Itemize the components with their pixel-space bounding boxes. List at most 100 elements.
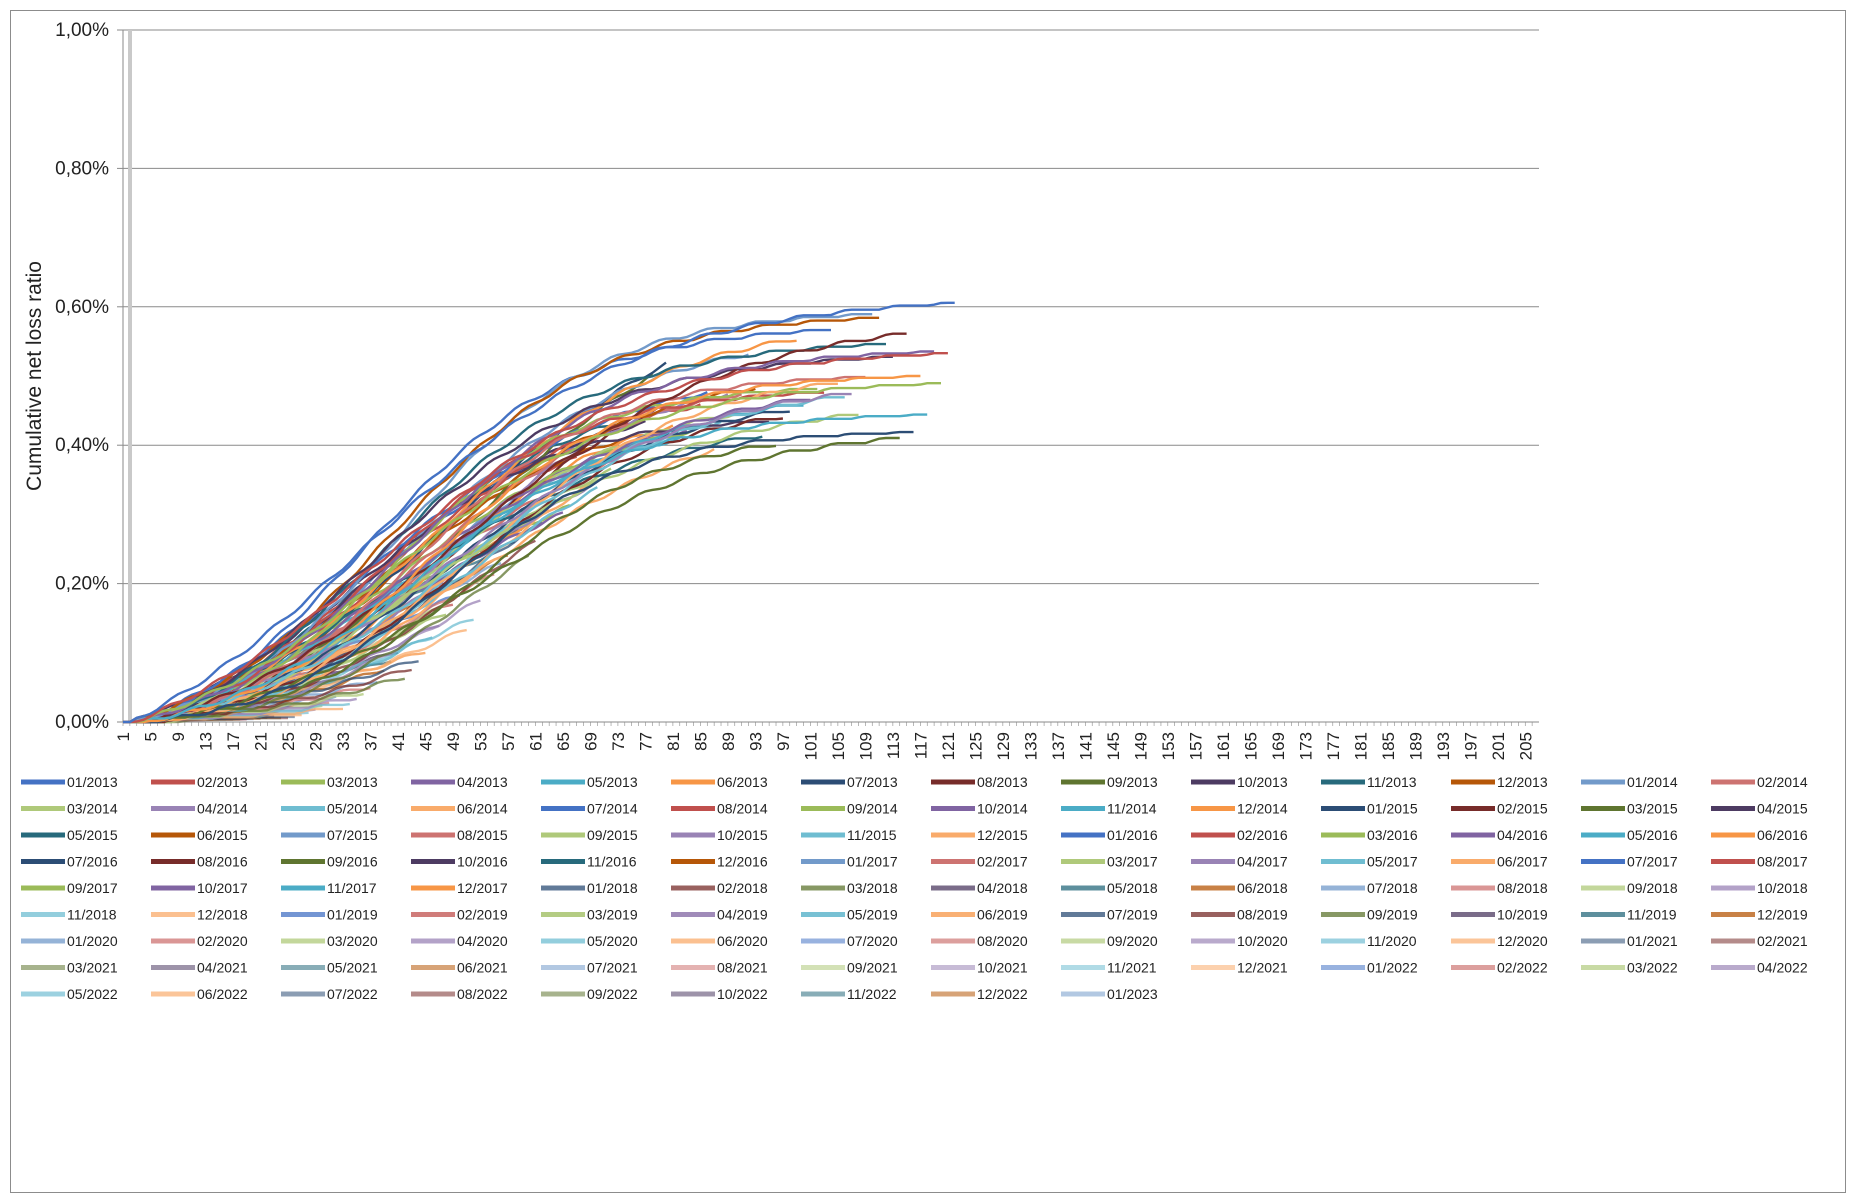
legend-item: 10/2022 <box>671 986 768 1002</box>
legend-label: 04/2017 <box>1237 854 1288 870</box>
x-tick-label: 41 <box>389 732 408 751</box>
series-line-09-2013 <box>123 436 900 724</box>
series-line-07-2014 <box>123 328 831 724</box>
x-tick-label: 193 <box>1434 732 1453 760</box>
legend-item: 11/2021 <box>1061 960 1157 976</box>
legend-label: 12/2018 <box>197 907 248 923</box>
x-tick-label: 21 <box>251 732 270 751</box>
legend-label: 10/2018 <box>1757 880 1808 896</box>
legend-item: 02/2016 <box>1191 827 1288 843</box>
legend-label: 01/2019 <box>327 907 378 923</box>
x-tick-label: 105 <box>829 732 848 760</box>
x-tick-label: 29 <box>306 732 325 751</box>
legend-label: 04/2022 <box>1757 960 1808 976</box>
x-tick-label: 53 <box>471 732 490 751</box>
x-tick-label: 117 <box>911 732 930 759</box>
legend-label: 03/2021 <box>67 960 118 976</box>
legend-label: 04/2018 <box>977 880 1028 896</box>
legend-item: 05/2013 <box>541 774 638 790</box>
series-line-02-2013 <box>123 352 948 724</box>
legend-item: 02/2019 <box>411 907 508 923</box>
legend-item: 10/2015 <box>671 827 768 843</box>
x-tick-label: 161 <box>1214 732 1233 760</box>
legend-label: 08/2017 <box>1757 854 1808 870</box>
legend-item: 07/2021 <box>541 960 638 976</box>
legend-item: 03/2020 <box>281 933 378 949</box>
y-tick-label: 0,80% <box>55 158 109 179</box>
legend-label: 05/2013 <box>587 774 638 790</box>
legend-item: 03/2017 <box>1061 854 1158 870</box>
legend-item: 03/2014 <box>21 801 118 817</box>
legend-item: 08/2019 <box>1191 907 1288 923</box>
y-tick-label: 0,20% <box>55 574 109 595</box>
legend-item: 12/2021 <box>1191 960 1288 976</box>
legend-item: 12/2019 <box>1711 907 1808 923</box>
legend-label: 08/2015 <box>457 827 508 843</box>
legend-item: 05/2021 <box>281 960 378 976</box>
legend-label: 12/2015 <box>977 827 1028 843</box>
series-line-03-2014 <box>123 413 859 724</box>
legend-label: 03/2017 <box>1107 854 1158 870</box>
legend-item: 06/2014 <box>411 801 508 817</box>
legend-item: 07/2020 <box>801 933 898 949</box>
legend-label: 10/2015 <box>717 827 768 843</box>
legend-label: 08/2021 <box>717 960 768 976</box>
legend-item: 03/2022 <box>1581 960 1678 976</box>
legend-item: 11/2020 <box>1321 933 1417 949</box>
legend-item: 08/2022 <box>411 986 508 1002</box>
legend-item: 09/2016 <box>281 854 378 870</box>
legend-item: 02/2022 <box>1451 960 1548 976</box>
legend-label: 05/2019 <box>847 907 898 923</box>
legend-label: 11/2022 <box>847 986 897 1002</box>
legend-item: 12/2022 <box>931 986 1028 1002</box>
legend-item: 04/2013 <box>411 774 508 790</box>
legend-label: 03/2015 <box>1627 801 1678 817</box>
legend-label: 02/2019 <box>457 907 508 923</box>
legend-label: 01/2018 <box>587 880 638 896</box>
series-line-08-2014 <box>123 391 825 724</box>
legend-item: 12/2018 <box>151 907 248 923</box>
legend-item: 09/2015 <box>541 827 638 843</box>
legend-label: 06/2013 <box>717 774 768 790</box>
legend-label: 05/2022 <box>67 986 118 1002</box>
y-axis-band <box>128 30 132 722</box>
legend-label: 12/2014 <box>1237 801 1288 817</box>
legend-item: 01/2021 <box>1581 933 1678 949</box>
legend-label: 04/2015 <box>1757 801 1808 817</box>
legend-label: 07/2017 <box>1627 854 1678 870</box>
legend-label: 09/2020 <box>1107 933 1158 949</box>
x-tick-label: 97 <box>774 732 793 751</box>
legend-item: 05/2015 <box>21 827 118 843</box>
legend-label: 05/2018 <box>1107 880 1158 896</box>
x-tick-label: 121 <box>939 732 958 760</box>
legend-item: 12/2015 <box>931 827 1028 843</box>
x-tick-label: 81 <box>664 732 683 751</box>
series-line-07-2013 <box>123 430 914 724</box>
legend-label: 03/2019 <box>587 907 638 923</box>
legend-item: 01/2020 <box>21 933 118 949</box>
legend-label: 02/2016 <box>1237 827 1288 843</box>
x-tick-label: 77 <box>636 732 655 751</box>
y-tick-label: 0,40% <box>55 435 109 456</box>
legend-item: 12/2017 <box>411 880 508 896</box>
legend-label: 01/2021 <box>1627 933 1678 949</box>
legend-label: 09/2018 <box>1627 880 1678 896</box>
x-tick-label: 73 <box>609 732 628 751</box>
legend-item: 04/2020 <box>411 933 508 949</box>
legend-label: 12/2022 <box>977 986 1028 1002</box>
x-tick-label: 137 <box>1049 732 1068 760</box>
series-line-10-2014 <box>123 398 811 724</box>
legend-item: 04/2022 <box>1711 960 1808 976</box>
x-tick-label: 33 <box>334 732 353 751</box>
legend-label: 11/2020 <box>1367 933 1417 949</box>
legend-label: 08/2020 <box>977 933 1028 949</box>
legend-item: 07/2022 <box>281 986 378 1002</box>
legend-label: 02/2022 <box>1497 960 1548 976</box>
legend-item: 08/2017 <box>1711 854 1808 870</box>
legend-item: 03/2013 <box>281 774 378 790</box>
legend-label: 10/2014 <box>977 801 1028 817</box>
y-tick-label: 1,00% <box>55 20 109 41</box>
x-tick-label: 61 <box>526 732 545 751</box>
x-tick-label: 149 <box>1131 732 1150 760</box>
legend-label: 02/2013 <box>197 774 248 790</box>
